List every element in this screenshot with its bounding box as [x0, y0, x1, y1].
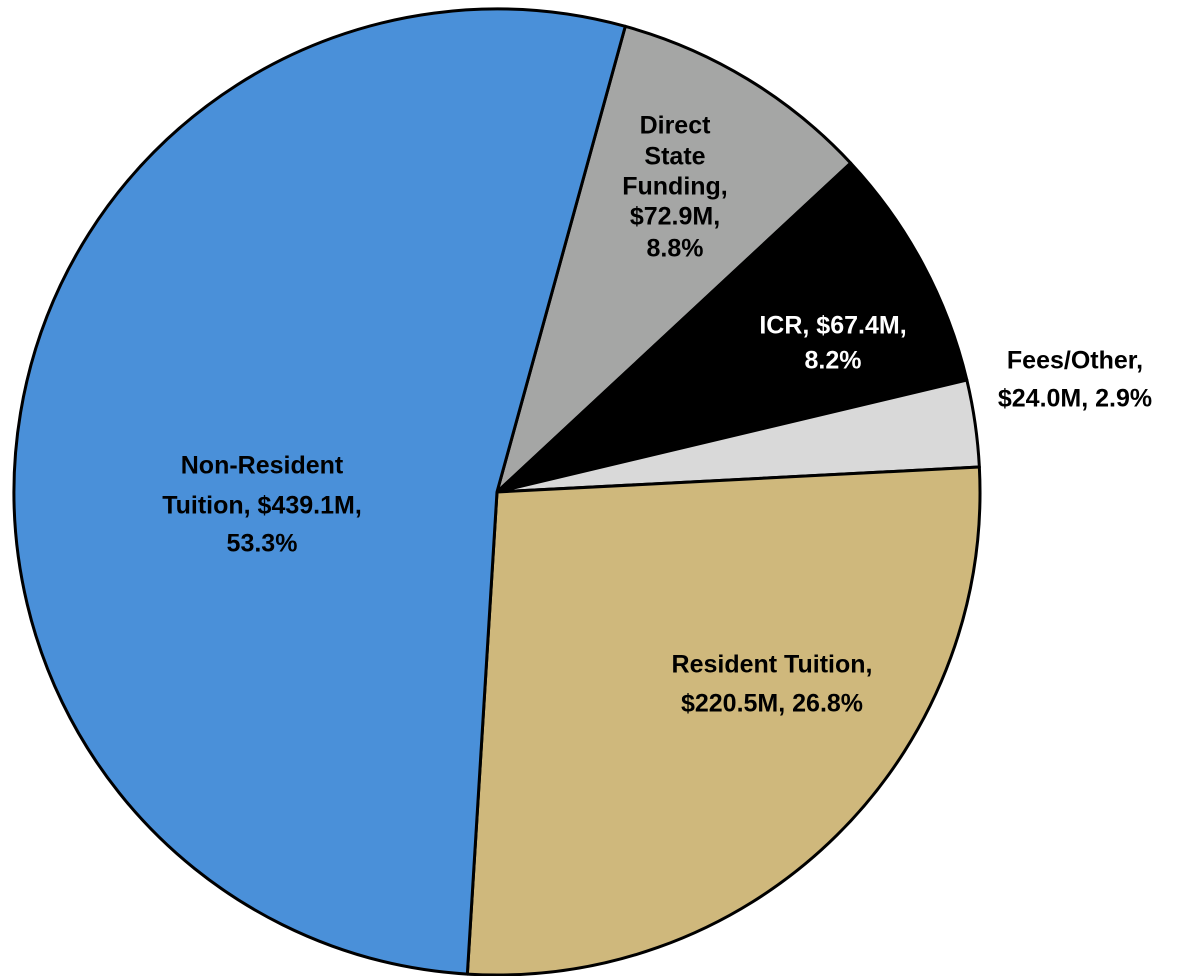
- slice-label: $220.5M, 26.8%: [681, 690, 863, 718]
- slice-label: Funding,: [622, 173, 728, 201]
- slice-label: 53.3%: [227, 530, 298, 558]
- pie-slice: [495, 161, 969, 494]
- pie-slice: [12, 7, 627, 976]
- slice-label: $72.9M,: [630, 203, 720, 231]
- slice-label: Non-Resident: [181, 452, 344, 480]
- slice-label: Fees/Other,: [1007, 347, 1143, 375]
- pie-slice: [465, 465, 982, 976]
- slice-label: Resident Tuition,: [672, 651, 873, 679]
- slice-label: Direct: [640, 112, 712, 140]
- slice-label: 8.2%: [805, 347, 862, 375]
- slice-label: ICR, $67.4M,: [759, 312, 906, 340]
- slice-label: $24.0M, 2.9%: [998, 385, 1152, 413]
- slice-label: State: [644, 143, 705, 171]
- pie-slice: [495, 24, 853, 494]
- slice-label: Tuition, $439.1M,: [162, 492, 362, 520]
- slice-label: 8.8%: [647, 235, 704, 263]
